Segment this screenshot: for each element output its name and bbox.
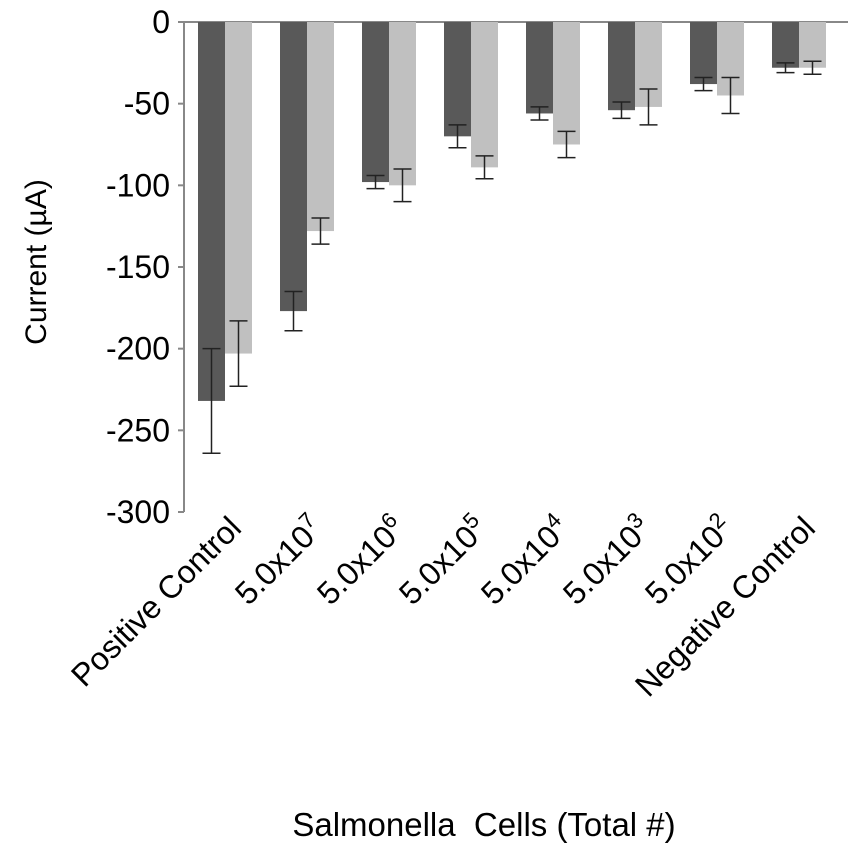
- bar-s2: [225, 22, 252, 354]
- x-tick-label: 5.0x104: [472, 507, 576, 611]
- bar-s2: [389, 22, 416, 186]
- y-tick-label: -200: [106, 331, 170, 367]
- y-ticks: 0 -50 -100 -150 -200 -250 -300: [106, 4, 184, 530]
- bar-s1: [608, 22, 635, 111]
- y-tick-label: -100: [106, 167, 170, 203]
- x-tick-label: 5.0x107: [226, 507, 330, 611]
- error-bars: [202, 60, 822, 454]
- bar-s2: [799, 22, 826, 68]
- x-tick-label: Positive Control: [64, 509, 248, 693]
- bars: [198, 22, 826, 401]
- y-tick-label: -300: [106, 494, 170, 530]
- x-tick-label: 5.0x105: [390, 507, 494, 611]
- bar-s1: [444, 22, 471, 137]
- x-axis-label: Salmonella Cells (Total #): [292, 806, 675, 843]
- bar-s1: [526, 22, 553, 114]
- y-axis-label: Current (µA): [20, 179, 53, 345]
- bar-s1: [690, 22, 717, 85]
- bar-s2: [307, 22, 334, 232]
- bar-s1: [198, 22, 225, 401]
- bar-s2: [471, 22, 498, 168]
- bar-s1: [362, 22, 389, 183]
- y-tick-label: -150: [106, 249, 170, 285]
- y-tick-label: -50: [124, 86, 170, 122]
- y-tick-label: -250: [106, 412, 170, 448]
- x-tick-label: 5.0x106: [308, 507, 412, 611]
- x-tick-label: 5.0x103: [554, 507, 658, 611]
- x-tick-labels: Positive Control5.0x1075.0x1065.0x1055.0…: [64, 507, 822, 703]
- y-tick-label: 0: [152, 4, 170, 40]
- bar-s1: [772, 22, 799, 68]
- bar-s2: [553, 22, 580, 145]
- bar-s1: [280, 22, 307, 312]
